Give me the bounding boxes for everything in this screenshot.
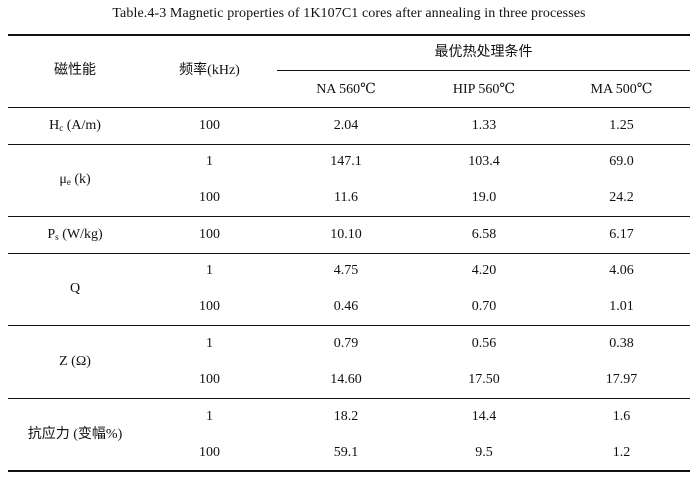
value-cell: 0.46 <box>333 299 359 314</box>
value-cell: 147.1 <box>330 154 362 169</box>
freq-cell: 1 <box>206 154 213 169</box>
value-cell: 6.58 <box>471 227 497 242</box>
value-cell: 14.4 <box>471 409 497 424</box>
value-cell: 69.0 <box>609 154 634 169</box>
header-group: 最优热处理条件 <box>434 45 533 60</box>
value-cell: 4.20 <box>471 263 497 278</box>
row-label-stress: 抗应力 (变幅%) <box>27 427 123 442</box>
value-cell: 0.38 <box>609 336 634 351</box>
header-col-na: NA 560℃ <box>316 82 376 97</box>
value-cell: 103.4 <box>468 154 500 169</box>
value-cell: 11.6 <box>334 190 358 205</box>
header-col-hip: HIP 560℃ <box>452 82 516 97</box>
table-caption: Table.4-3 Magnetic properties of 1K107C1… <box>112 6 586 21</box>
freq-cell: 100 <box>199 118 220 133</box>
header-property: 磁性能 <box>54 63 96 78</box>
bottom-rule <box>8 470 690 472</box>
value-cell: 0.79 <box>333 336 359 351</box>
value-cell: 1.6 <box>612 409 631 424</box>
row-label-q: Q <box>69 281 81 296</box>
row-label-mue: μe (k) <box>59 172 91 187</box>
header-frequency: 频率(kHz) <box>179 63 240 78</box>
value-cell: 2.04 <box>333 118 359 133</box>
freq-cell: 1 <box>206 409 213 424</box>
group-subrule <box>277 70 690 71</box>
header-rule <box>8 107 690 108</box>
value-cell: 19.0 <box>471 190 497 205</box>
freq-cell: 100 <box>199 190 220 205</box>
freq-cell: 100 <box>199 227 220 242</box>
row-rule <box>8 144 690 145</box>
value-cell: 18.2 <box>333 409 359 424</box>
value-cell: 0.56 <box>471 336 497 351</box>
value-cell: 17.50 <box>468 372 500 387</box>
row-rule <box>8 398 690 399</box>
row-rule <box>8 216 690 217</box>
freq-cell: 100 <box>199 299 220 314</box>
header-col-ma: MA 500℃ <box>590 82 653 97</box>
value-cell: 1.33 <box>471 118 497 133</box>
freq-cell: 1 <box>206 336 213 351</box>
value-cell: 1.25 <box>609 118 634 133</box>
row-rule <box>8 325 690 326</box>
row-label-hc: Hc (A/m) <box>49 118 101 133</box>
top-rule <box>8 34 690 36</box>
row-label-z: Z (Ω) <box>59 354 91 369</box>
freq-cell: 1 <box>206 263 213 278</box>
value-cell: 17.97 <box>605 372 638 387</box>
value-cell: 4.06 <box>609 263 634 278</box>
row-rule <box>8 253 690 254</box>
value-cell: 4.75 <box>333 263 359 278</box>
value-cell: 0.70 <box>471 299 497 314</box>
value-cell: 14.60 <box>330 372 362 387</box>
freq-cell: 100 <box>199 372 220 387</box>
value-cell: 24.2 <box>609 190 634 205</box>
value-cell: 59.1 <box>333 445 359 460</box>
value-cell: 1.01 <box>609 299 634 314</box>
row-label-ps: Ps (W/kg) <box>47 227 103 242</box>
value-cell: 10.10 <box>330 227 362 242</box>
value-cell: 9.5 <box>475 445 493 460</box>
value-cell: 6.17 <box>609 227 634 242</box>
value-cell: 1.2 <box>612 445 631 460</box>
freq-cell: 100 <box>199 445 220 460</box>
